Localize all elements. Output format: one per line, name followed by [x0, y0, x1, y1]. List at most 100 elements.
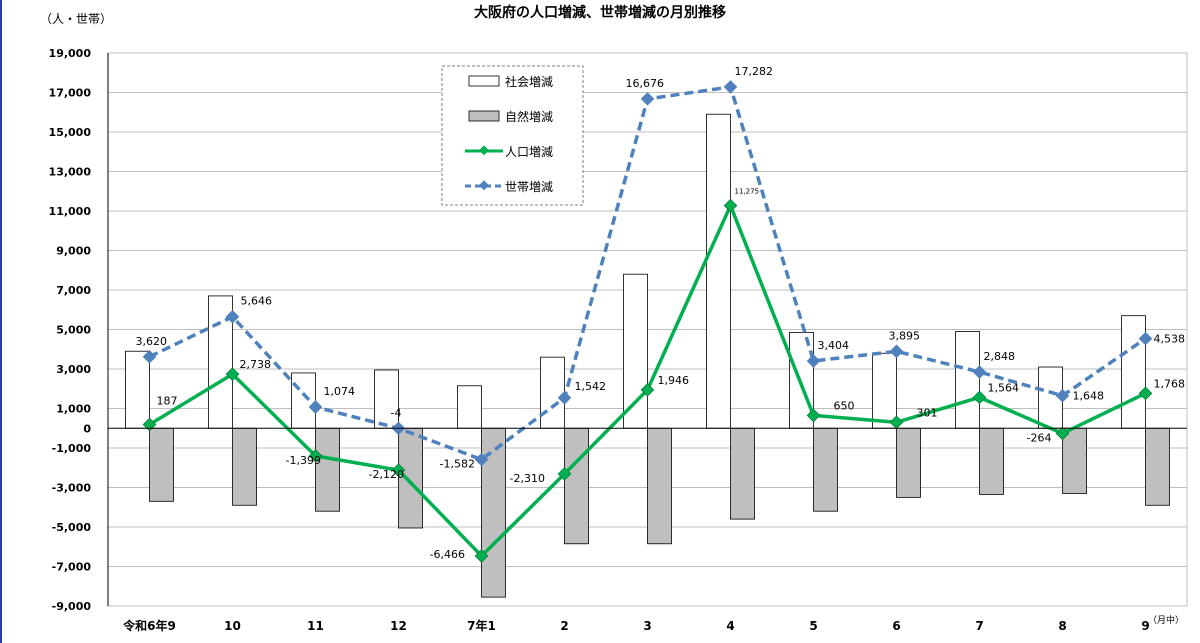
- bar-natural-increase: [398, 427, 423, 529]
- bar-natural-increase: [481, 427, 506, 598]
- population-marker: [640, 383, 655, 397]
- population-data-label: 2,738: [240, 358, 272, 371]
- household-data-label: 5,646: [241, 295, 273, 308]
- population-data-label: 1,946: [658, 374, 690, 387]
- bar-social-increase: [291, 372, 316, 429]
- population-marker: [806, 408, 821, 423]
- population-data-label: 650: [834, 399, 855, 412]
- household-marker: [225, 309, 240, 324]
- x-tick-label: 12: [390, 619, 407, 633]
- bar-natural-increase: [232, 427, 257, 506]
- population-marker: [1138, 386, 1153, 401]
- x-tick-label: 9: [1141, 619, 1149, 633]
- household-data-label: 3,620: [136, 335, 168, 348]
- household-data-label: 4,538: [1154, 333, 1186, 346]
- bar-natural-increase: [315, 427, 340, 512]
- bar-natural-increase: [149, 427, 174, 502]
- y-tick-label: -5,000: [52, 521, 92, 534]
- population-marker: [972, 390, 987, 405]
- household-marker: [142, 349, 157, 364]
- line-layer: [142, 80, 1153, 563]
- bar-natural-increase: [730, 427, 755, 520]
- bar-social-increase: [872, 352, 897, 429]
- legend-box: [441, 65, 584, 206]
- household-marker: [1055, 388, 1070, 403]
- household-data-label: 1,074: [324, 385, 356, 398]
- household-marker: [889, 344, 904, 359]
- bar-natural-increase: [813, 427, 838, 512]
- household-marker: [557, 391, 572, 405]
- household-data-label: 17,282: [735, 65, 774, 78]
- bar-natural-increase: [979, 427, 1004, 495]
- chart-title: 大阪府の人口増減、世帯増減の月別推移: [474, 4, 726, 21]
- population-data-label: -2,310: [510, 472, 545, 485]
- x-tick-label: 5: [809, 619, 817, 633]
- y-tick-label: 13,000: [49, 166, 92, 179]
- y-unit-label: （人・世帯）: [40, 12, 112, 26]
- bar-social-increase: [706, 113, 731, 429]
- x-tick-label: 6: [892, 619, 900, 633]
- x-tick-label: 10: [224, 619, 241, 633]
- legend: 社会増減 自然増減 人口増減 世帯増減: [441, 65, 584, 206]
- bar-natural-increase: [1062, 427, 1087, 494]
- x-tick-label: 7年1: [467, 618, 496, 633]
- y-tick-label: -9,000: [52, 600, 92, 613]
- bar-social-increase: [374, 369, 399, 429]
- household-marker: [1138, 331, 1153, 346]
- bar-natural-increase: [1145, 427, 1170, 506]
- x-tick-label: 8: [1058, 619, 1066, 633]
- x-tick-label: 7: [975, 619, 983, 633]
- y-tick-label: 7,000: [56, 284, 91, 297]
- legend-swatch-social: [468, 75, 500, 87]
- legend-label-natural: 自然増減: [505, 109, 553, 124]
- population-marker: [225, 367, 240, 381]
- population-marker: [723, 198, 738, 213]
- bar-social-increase: [540, 356, 565, 429]
- x-tick-label: 4: [726, 619, 734, 633]
- household-marker: [640, 92, 655, 106]
- bar-social-increase: [1121, 315, 1146, 429]
- x-unit-label: （月中）: [1148, 614, 1184, 626]
- x-tick-label: 11: [307, 619, 324, 633]
- y-tick-label: -1,000: [52, 442, 92, 455]
- x-tick-label: 2: [560, 619, 568, 633]
- legend-label-social: 社会増減: [505, 74, 553, 89]
- population-data-label: 11,275: [735, 188, 760, 196]
- legend-label-household: 世帯増減: [505, 179, 553, 194]
- y-tick-label: 15,000: [49, 126, 92, 139]
- population-data-label: -2,120: [369, 468, 404, 481]
- population-marker: [308, 449, 323, 463]
- population-marker: [142, 417, 157, 432]
- population-data-label: -264: [1027, 431, 1052, 444]
- household-data-label: 16,676: [626, 77, 665, 90]
- household-data-label: 1,542: [575, 380, 607, 393]
- population-marker: [889, 415, 904, 430]
- population-marker: [1055, 426, 1070, 441]
- population-data-label: 1,768: [1154, 377, 1186, 390]
- population-data-label: -6,466: [430, 548, 465, 561]
- household-marker: [723, 80, 738, 94]
- y-tick-label: 9,000: [56, 245, 91, 258]
- population-data-label: 301: [917, 406, 938, 419]
- household-data-label: -4: [391, 406, 402, 419]
- x-tick-label: 令和6年9: [122, 618, 176, 633]
- y-tick-label: -3,000: [52, 482, 92, 495]
- y-tick-label: 3,000: [56, 363, 91, 376]
- y-tick-label: 1,000: [56, 403, 91, 416]
- legend-label-population: 人口増減: [505, 144, 553, 159]
- population-marker: [557, 467, 572, 481]
- bar-natural-increase: [647, 427, 672, 545]
- household-marker: [308, 400, 323, 414]
- bar-natural-increase: [896, 427, 921, 498]
- population-data-label: 1,564: [988, 381, 1020, 394]
- household-marker: [806, 354, 821, 368]
- household-marker: [972, 365, 987, 379]
- population-data-label: 187: [157, 395, 178, 408]
- household-data-label: 3,895: [889, 329, 921, 342]
- axis-layer: 19,000 17,000 15,000 13,000 11,000 9,000 7,000…: [49, 47, 1187, 633]
- y-tick-label: 0: [83, 422, 91, 435]
- household-data-label: 1,648: [1073, 390, 1105, 403]
- household-data-label: 3,404: [818, 339, 850, 352]
